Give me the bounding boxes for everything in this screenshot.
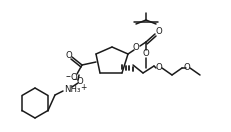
Text: –: – (66, 71, 70, 81)
Text: +: + (80, 84, 86, 93)
Text: O: O (133, 44, 139, 53)
Text: NH₃: NH₃ (64, 86, 80, 95)
Text: –: – (73, 76, 77, 84)
Text: O: O (156, 63, 162, 72)
Text: O: O (77, 77, 83, 86)
Text: O: O (156, 27, 162, 37)
Text: O: O (66, 51, 72, 60)
Text: O: O (184, 63, 190, 72)
Text: O: O (71, 74, 77, 82)
Text: O: O (143, 50, 149, 58)
